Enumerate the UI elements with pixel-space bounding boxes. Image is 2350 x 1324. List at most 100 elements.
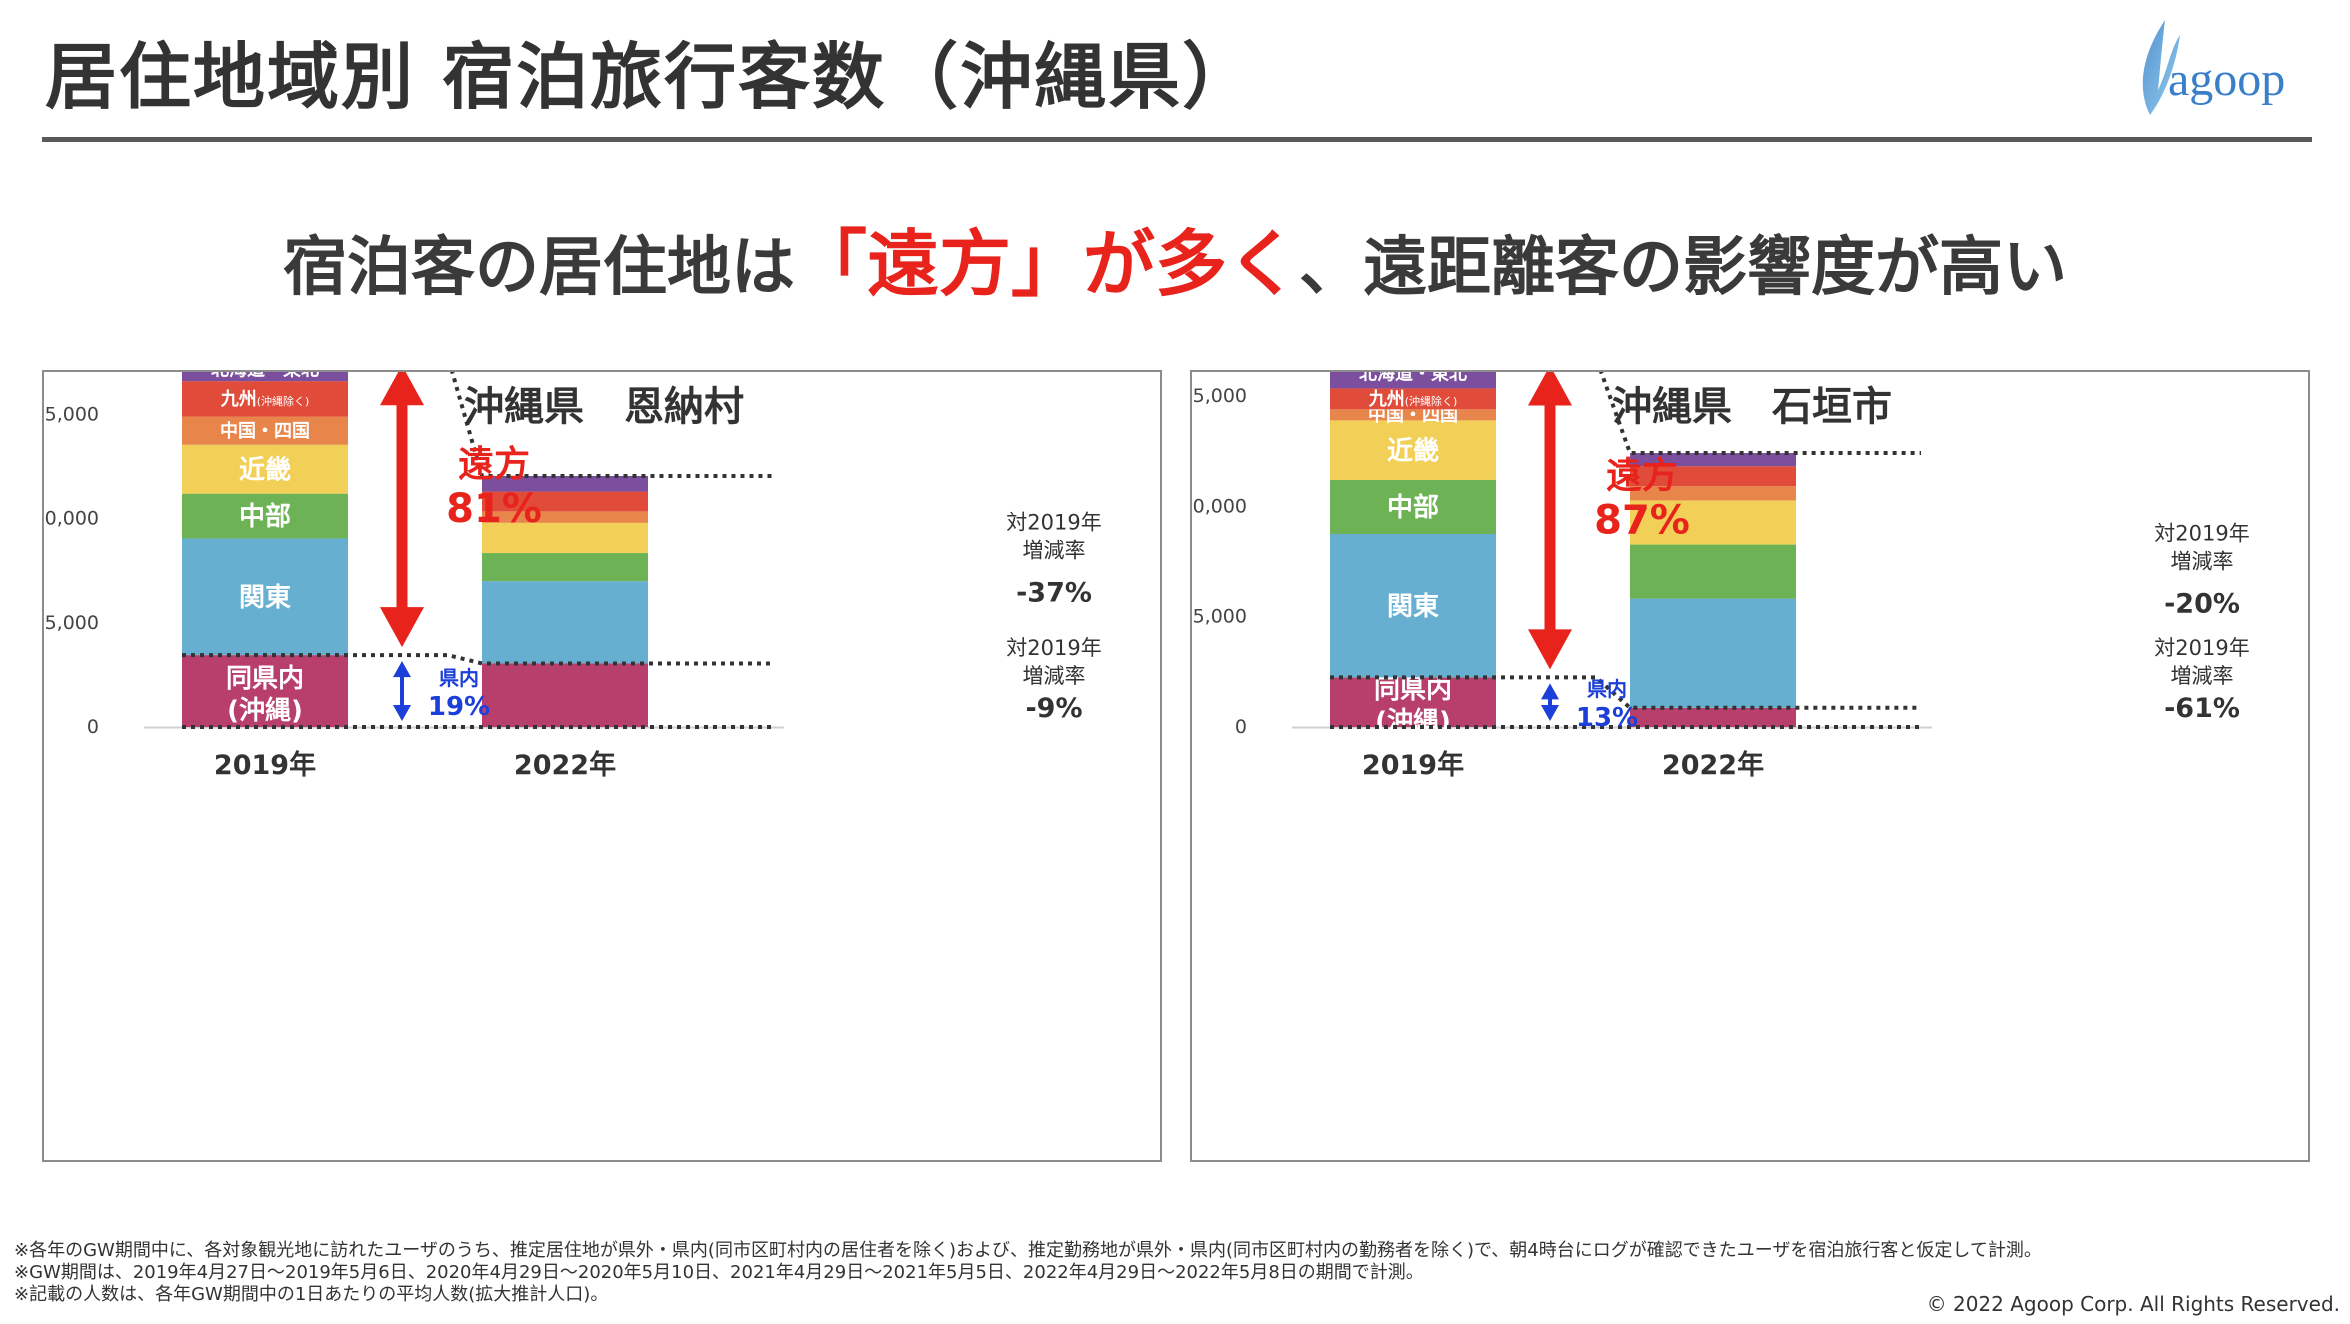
change-caption: 対2019年: [1006, 511, 1101, 535]
segment-label: 中部: [239, 502, 291, 532]
segment-label: 近畿: [1387, 436, 1439, 466]
chart-title: 沖縄県 石垣市: [1612, 384, 1892, 430]
bar-segment: [182, 493, 348, 539]
agoop-logo: agoop: [2142, 20, 2285, 115]
change-value: -20%: [2164, 588, 2240, 619]
footnote-line: ※GW期間は、2019年4月27日～2019年5月6日、2020年4月29日～2…: [14, 1262, 1424, 1283]
near-arrow-head-down: [393, 705, 411, 721]
near-label: 県内: [1587, 677, 1627, 701]
headline-part1: 宿泊客の居住地は: [282, 231, 795, 305]
change-caption: 対2019年: [2154, 636, 2249, 660]
bar-segment: [482, 491, 648, 512]
segment-label: 関東: [1387, 592, 1439, 622]
y-tick-label: 10,000: [44, 508, 99, 530]
far-arrow-head-down: [380, 607, 424, 648]
bar-segment: [482, 511, 648, 523]
x-category-label: 2019年: [1362, 749, 1464, 781]
near-guide-line: [1330, 675, 1921, 710]
bar-segment: [482, 553, 648, 582]
segment-label: 九州(沖縄除く): [220, 389, 310, 410]
chart-panel-onna: 沖縄県 恩納村 0 5,000 10,000 15,000 同県内(沖縄) 関東 中部 近畿 中国…: [42, 370, 1162, 1162]
segment-label-note: (沖縄除く): [257, 394, 310, 408]
footnote-line: ※記載の人数は、各年GW期間中の1日あたりの平均人数(拡大推計人口)。: [14, 1284, 609, 1305]
y-tick-label: 10,000: [1192, 495, 1247, 517]
bar-segment: [182, 416, 348, 445]
bar-segment: [1630, 453, 1796, 467]
bar-segment: [1630, 486, 1796, 501]
y-tick-label: 15,000: [44, 404, 99, 426]
y-tick-label: 15,000: [1192, 385, 1247, 407]
segment-label: 中国・四国: [1368, 404, 1458, 426]
bar-segment: [1330, 372, 1496, 389]
page-title: 居住地域別 宿泊旅行客数（沖縄県）: [45, 35, 1257, 119]
bar-segment: [182, 444, 348, 494]
near-label: 県内: [439, 666, 479, 690]
y-tick-label: 5,000: [45, 612, 99, 634]
bar-segment: [1630, 707, 1796, 727]
near-arrow-head-down: [1541, 705, 1559, 721]
bar-segment: [482, 475, 648, 492]
change-caption: 対2019年: [2154, 521, 2249, 545]
title-divider: [42, 137, 2312, 142]
segment-label: 関東: [239, 583, 291, 613]
y-tick-label: 0: [87, 716, 99, 738]
bar-segment: [1330, 420, 1496, 480]
chart-ishigaki: 沖縄県 石垣市 0 5,000 10,000 15,000 同県内(沖縄) 関東 中部 近畿 中国…: [1192, 372, 2250, 781]
bar-segment: [182, 538, 348, 656]
far-label: 遠方: [458, 444, 530, 485]
x-category-label: 2022年: [514, 749, 616, 781]
bar-segment: [1330, 409, 1496, 421]
quill-icon: [2142, 20, 2180, 115]
change-value: -37%: [1016, 578, 1092, 609]
total-guide-line: [1599, 372, 1921, 456]
segment-label-note: (沖縄除く): [1405, 394, 1458, 408]
x-category-label: 2019年: [214, 749, 316, 781]
chart-onna: 沖縄県 恩納村 0 5,000 10,000 15,000 同県内(沖縄) 関東 中部 近畿 中国…: [44, 372, 1102, 781]
segment-label: (沖縄): [1375, 707, 1451, 737]
headline: 宿泊客の居住地は「遠方」が多く、遠距離客の影響度が高い: [0, 205, 2350, 310]
bar-segment: [1330, 533, 1496, 678]
change-caption: 増減率: [1023, 664, 1086, 688]
bar-segment: [182, 655, 348, 727]
segment-label: (沖縄): [227, 696, 303, 726]
far-arrow-head-up: [1528, 372, 1572, 406]
bar-segment: [482, 663, 648, 727]
bar-segment: [1330, 677, 1496, 727]
segment-label: 北海道・東北: [1359, 372, 1467, 384]
chart-panel-ishigaki: 沖縄県 石垣市 0 5,000 10,000 15,000 同県内(沖縄) 関東 中部 近畿 中国…: [1190, 370, 2310, 1162]
y-tick-label: 5,000: [1193, 606, 1247, 628]
bar-segment: [1330, 479, 1496, 534]
far-arrow-head-up: [380, 372, 424, 406]
far-arrow-head-down: [1528, 629, 1572, 670]
bar-segment: [482, 581, 648, 664]
segment-label: 中部: [1387, 493, 1439, 523]
bar-segment: [1330, 388, 1496, 410]
near-percent: 19%: [428, 692, 490, 722]
y-tick-label: 0: [1235, 716, 1247, 738]
far-percent: 81%: [446, 486, 542, 532]
segment-label: 同県内: [226, 664, 304, 694]
segment-label-main: 九州: [1368, 389, 1405, 410]
headline-highlight: 「遠方」が多く: [794, 222, 1299, 306]
near-percent: 13%: [1576, 703, 1638, 733]
bar-segment: [182, 381, 348, 417]
footnote-line: ※各年のGW期間中に、各対象観光地に訪れたユーザのうち、推定居住地が県外・県内(…: [14, 1240, 2042, 1261]
segment-label: 北海道・東北: [211, 372, 319, 380]
change-caption: 増減率: [2171, 549, 2234, 573]
segment-label-main: 九州: [220, 389, 257, 410]
bar-segment: [1630, 466, 1796, 487]
change-caption: 増減率: [1023, 539, 1086, 563]
logo-text: agoop: [2168, 53, 2285, 106]
bar-segment: [1630, 500, 1796, 545]
headline-part2: 、遠距離客の影響度が高い: [1299, 231, 2067, 305]
bar-segment: [1630, 598, 1796, 708]
far-percent: 87%: [1594, 497, 1690, 543]
footnotes: ※各年のGW期間中に、各対象観光地に訪れたユーザのうち、推定居住地が県外・県内(…: [14, 1240, 2042, 1306]
far-label: 遠方: [1606, 455, 1678, 496]
total-guide-line: [450, 372, 773, 478]
change-value: -9%: [1025, 693, 1082, 724]
segment-label: 中国・四国: [220, 420, 310, 442]
bar-segment: [1630, 544, 1796, 599]
segment-label: 近畿: [239, 455, 291, 485]
near-arrow-head-up: [1541, 683, 1559, 700]
